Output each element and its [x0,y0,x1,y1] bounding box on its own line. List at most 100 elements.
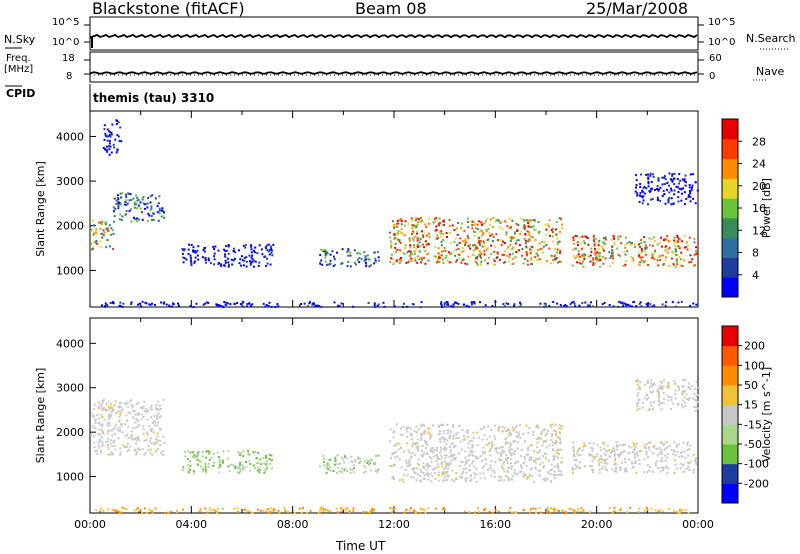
power-cell [560,227,563,230]
velocity-cell [395,442,398,445]
velocity-cell [650,382,653,385]
velocity-cell [101,423,104,426]
velocity-cell [94,427,97,430]
power-cell [671,174,674,177]
velocity-cell [431,424,434,427]
power-cell [666,181,669,184]
power-cell [365,261,367,264]
velocity-cell [449,436,451,439]
velocity-cell [345,507,348,510]
power-cell [481,245,484,248]
velocity-cell [481,438,484,441]
velocity-cell [419,511,422,514]
velocity-cell [672,452,675,455]
power-cell [228,263,230,266]
velocity-cell [236,507,239,510]
velocity-cell [101,401,104,404]
velocity-cell [669,408,672,410]
velocity-cell [530,467,533,470]
power-cell [177,304,180,307]
velocity-cell [183,450,186,453]
velocity-cell [170,510,173,513]
velocity-cell [371,508,373,511]
velocity-cell [416,442,419,445]
power-cell [631,242,634,244]
power-cell [674,244,677,247]
power-cell [161,207,164,210]
velocity-cell [126,401,129,404]
velocity-cell [615,444,618,447]
nsky-trace [89,33,698,39]
power-cell [687,195,690,198]
velocity-cell [628,445,630,448]
velocity-cell [550,438,553,441]
velocity-cell [193,472,196,475]
power-ytick-label: 1000 [56,264,84,277]
velocity-cell [500,454,503,457]
power-cell [204,250,206,253]
power-cell [525,251,528,253]
power-cell [181,248,184,251]
velocity-cell [342,458,345,461]
velocity-cell [480,428,483,431]
velocity-cell [284,508,287,511]
power-cell [512,236,515,239]
power-cell [445,232,448,234]
velocity-cell [542,478,545,481]
velocity-cell [129,445,132,448]
power-cell [634,246,636,248]
power-cell [149,303,152,306]
power-cell [108,148,111,151]
velocity-cell [645,507,648,509]
power-cell [625,305,628,308]
power-cell [394,242,397,245]
velocity-cell [99,440,102,443]
velocity-cell [349,468,352,471]
power-cell [390,244,393,247]
velocity-cell [556,463,559,466]
power-cell [597,253,600,256]
velocity-cell [675,467,678,470]
power-cell [665,256,668,259]
velocity-cell [336,511,339,514]
velocity-colorbar-tick-label: 100 [744,359,765,372]
power-cell [439,232,442,235]
power-cell [147,197,150,200]
power-cell [336,251,338,254]
power-cell [690,189,693,192]
power-cell [661,303,664,306]
velocity-cell [510,433,513,436]
velocity-cell [420,436,423,439]
velocity-cell [120,423,123,426]
velocity-cell [234,465,237,468]
power-cell [103,124,106,127]
velocity-cell [696,401,699,403]
velocity-cell [93,426,96,429]
power-cell [565,305,568,308]
power-cell [440,304,443,307]
velocity-cell [204,468,207,471]
velocity-cell [435,454,438,456]
velocity-cell [110,451,113,453]
velocity-cell [516,447,519,450]
power-cell [681,178,684,181]
power-cell [412,230,414,233]
power-cell [270,251,273,254]
velocity-cell [402,480,405,483]
velocity-cell [405,459,408,462]
power-cell [90,229,93,232]
velocity-cell [322,510,325,513]
power-cell [243,259,246,262]
velocity-cell [501,425,504,428]
velocity-cell [490,460,493,463]
velocity-cell [681,393,684,396]
velocity-cell [661,452,664,455]
power-cell [521,254,524,257]
power-cell [652,236,655,239]
velocity-cell [461,472,464,475]
power-cell [577,244,579,247]
velocity-cell [95,509,98,512]
velocity-cell [446,424,449,426]
velocity-cell [143,453,146,456]
power-cell [366,254,369,257]
